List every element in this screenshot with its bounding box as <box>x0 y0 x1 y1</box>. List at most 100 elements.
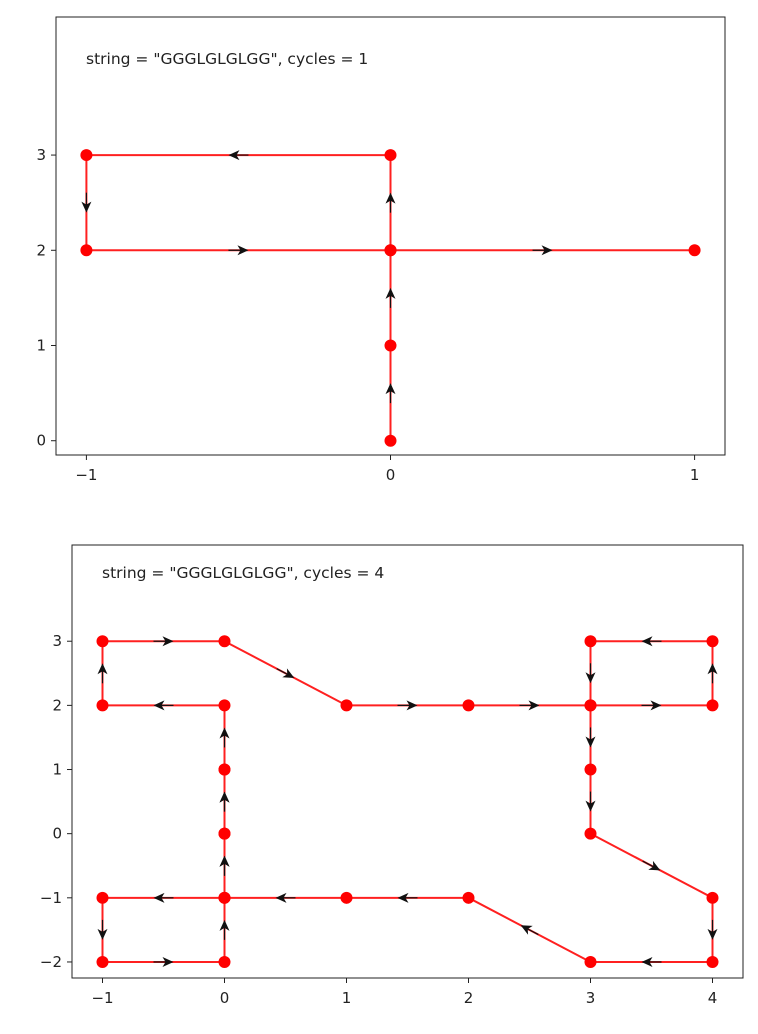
arrow-head <box>641 956 653 967</box>
direction-arrow <box>585 791 596 812</box>
arrow-layer <box>97 636 718 967</box>
arrow-head <box>385 287 396 299</box>
arrow-head <box>219 919 230 931</box>
arrow-head <box>707 663 718 675</box>
direction-arrow <box>397 700 418 711</box>
data-point <box>462 699 475 712</box>
data-point <box>706 891 719 904</box>
arrow-head <box>406 700 418 711</box>
arrow-head <box>219 727 230 739</box>
x-tick-label: 1 <box>342 989 352 1007</box>
direction-arrow <box>532 245 553 256</box>
data-point <box>706 955 719 968</box>
arrow-head <box>153 892 165 903</box>
direction-arrow <box>153 892 174 903</box>
arrow-head <box>585 672 596 684</box>
data-point <box>584 699 597 712</box>
data-point <box>218 699 231 712</box>
arrow-head <box>153 700 165 711</box>
arrow-head <box>275 892 287 903</box>
arrow-head <box>97 663 108 675</box>
arrow-head <box>97 928 108 940</box>
direction-arrow <box>385 192 396 213</box>
y-tick-label: 0 <box>52 825 62 843</box>
data-point <box>584 635 597 648</box>
direction-arrow <box>397 892 418 903</box>
arrow-head <box>162 956 174 967</box>
x-tick-label: 0 <box>386 466 396 484</box>
chart-cycles-1: string = "GGGLGLGLGG", cycles = 1 −1 0 1 0… <box>36 16 726 484</box>
data-point <box>96 635 109 648</box>
arrow-head <box>385 383 396 395</box>
data-point <box>218 635 231 648</box>
direction-arrow <box>81 192 92 213</box>
y-axis: 0 1 2 3 <box>36 146 56 450</box>
y-tick-label: 2 <box>52 696 62 714</box>
data-point <box>584 955 597 968</box>
y-tick-label: 3 <box>36 146 46 164</box>
y-tick-label: 1 <box>36 337 46 355</box>
data-point <box>462 891 475 904</box>
arrow-head <box>237 245 249 256</box>
direction-arrow <box>520 925 539 936</box>
arrow-head <box>648 860 661 871</box>
arrow-head <box>585 736 596 748</box>
arrow-head <box>707 928 718 940</box>
direction-arrow <box>641 956 662 967</box>
chart-cycles-4: string = "GGGLGLGLGG", cycles = 4 −1 0 1 2 3… <box>40 544 744 1007</box>
data-point <box>384 434 397 447</box>
y-tick-label: 1 <box>52 761 62 779</box>
direction-arrow <box>707 663 718 684</box>
direction-arrow <box>585 663 596 684</box>
x-tick-label: 2 <box>464 989 474 1007</box>
x-tick-label: 0 <box>220 989 230 1007</box>
arrow-head <box>541 245 553 256</box>
direction-arrow <box>219 919 230 940</box>
direction-arrow <box>519 700 540 711</box>
direction-arrow <box>228 245 249 256</box>
arrow-head <box>585 800 596 812</box>
data-point <box>384 339 397 352</box>
arrow-head <box>81 201 92 213</box>
arrow-head <box>528 700 540 711</box>
data-point <box>80 149 93 162</box>
arrow-head <box>641 636 653 647</box>
data-point <box>706 699 719 712</box>
direction-arrow <box>707 919 718 940</box>
y-tick-label: −1 <box>40 889 62 907</box>
data-point <box>384 149 397 162</box>
data-point <box>218 827 231 840</box>
x-tick-label: 1 <box>690 466 700 484</box>
direction-arrow <box>219 727 230 748</box>
data-point <box>384 244 397 257</box>
data-point <box>584 763 597 776</box>
x-axis: −1 0 1 2 3 4 <box>91 978 717 1007</box>
data-point <box>218 891 231 904</box>
direction-arrow <box>275 892 296 903</box>
direction-arrow <box>153 700 174 711</box>
x-tick-label: 3 <box>586 989 596 1007</box>
direction-arrow <box>153 956 174 967</box>
arrow-head <box>397 892 409 903</box>
x-axis: −1 0 1 <box>75 455 699 484</box>
arrow-head <box>650 700 662 711</box>
y-tick-label: 3 <box>52 632 62 650</box>
direction-arrow <box>153 636 174 647</box>
direction-arrow <box>585 727 596 748</box>
direction-arrow <box>219 791 230 812</box>
y-tick-label: 0 <box>36 432 46 450</box>
arrow-head <box>520 925 533 935</box>
direction-arrow <box>385 383 396 404</box>
y-tick-label: 2 <box>36 241 46 259</box>
data-point <box>96 699 109 712</box>
direction-arrow <box>385 287 396 308</box>
data-point <box>80 244 93 257</box>
data-point <box>706 635 719 648</box>
plot-area-frame <box>71 544 744 979</box>
arrow-head <box>219 855 230 867</box>
arrow-head <box>162 636 174 647</box>
direction-arrow <box>642 860 661 871</box>
arrow-head <box>282 668 295 678</box>
data-point <box>340 699 353 712</box>
arrow-head <box>228 150 240 161</box>
